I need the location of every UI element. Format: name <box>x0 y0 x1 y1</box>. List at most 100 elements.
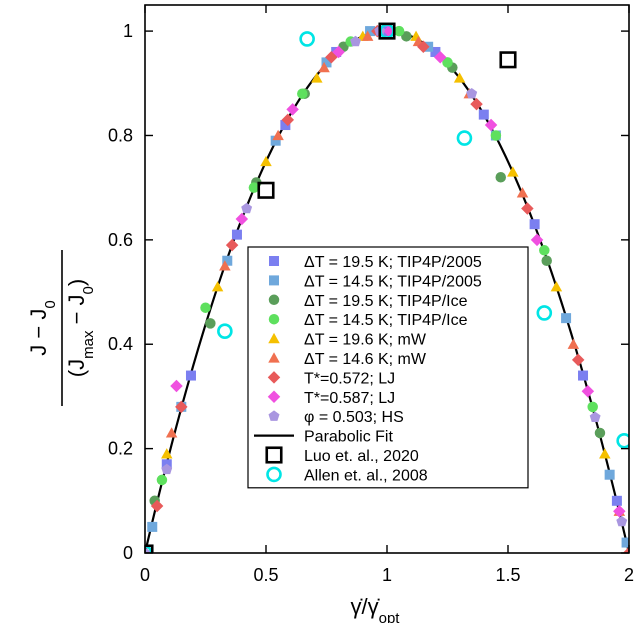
data-point <box>470 97 483 111</box>
data-point <box>231 229 242 240</box>
legend-label: ΔT = 14.5 K; TIP4P/2005 <box>304 273 482 290</box>
legend: ΔT = 19.5 K; TIP4P/2005 ΔT = 14.5 K; TIP4… <box>247 246 529 489</box>
data-point <box>567 338 580 349</box>
axis-ticks-layer: 0 0.5 1 1.5 2 0 0.2 0.4 0.6 0.8 1 <box>108 5 634 585</box>
data-point <box>235 212 249 226</box>
data-point <box>571 353 585 367</box>
data-point <box>507 166 519 177</box>
y-axis-label-denominator: (Jmax − J0) <box>64 279 97 377</box>
legend-label: ΔT = 19.5 K; TIP4P/Ice <box>304 293 468 310</box>
data-point <box>378 22 396 40</box>
data-point <box>604 469 615 480</box>
data-point <box>622 546 629 553</box>
x-tick-label: 1 <box>382 565 392 585</box>
series-7 <box>170 24 626 518</box>
data-point <box>490 130 502 141</box>
data-point <box>521 202 534 215</box>
data-point <box>270 135 281 146</box>
data-point <box>561 313 572 324</box>
data-point <box>211 281 224 292</box>
data-point <box>248 182 260 193</box>
data-point <box>225 238 239 252</box>
legend-label: ΔT = 19.6 K; mW <box>304 332 427 349</box>
data-point <box>516 187 529 198</box>
data-point <box>456 130 473 146</box>
legend-label: Luo et. al., 2020 <box>304 448 419 465</box>
legend-swatch <box>268 313 280 325</box>
legend-label: ΔT = 14.5 K; TIP4P/Ice <box>304 312 468 329</box>
data-point <box>578 370 589 381</box>
data-point <box>613 504 626 518</box>
legend-swatch <box>268 410 280 421</box>
legend-label: T*=0.572; LJ <box>304 370 395 387</box>
data-point <box>453 72 466 83</box>
legend-label: ΔT = 14.6 K; mW <box>304 351 427 368</box>
legend-box <box>247 246 529 489</box>
data-point <box>318 61 330 73</box>
data-point <box>529 219 540 230</box>
legend-entry: Luo et. al., 2020 <box>265 446 419 465</box>
data-point <box>286 103 299 116</box>
series-9 <box>145 22 517 553</box>
legend-entry: T*=0.572; LJ <box>267 370 395 387</box>
data-point <box>587 401 598 413</box>
data-point <box>297 88 308 99</box>
data-point <box>611 495 622 506</box>
data-point <box>495 171 506 183</box>
data-point <box>466 88 478 99</box>
data-point <box>161 448 173 459</box>
legend-entry: T*=0.587; LJ <box>267 390 395 407</box>
legend-swatch <box>269 256 279 266</box>
data-point <box>581 384 595 398</box>
data-point <box>161 463 173 475</box>
data-point <box>200 302 211 313</box>
data-point <box>241 202 253 214</box>
x-tick-label: 2 <box>624 565 634 585</box>
data-point <box>219 260 231 271</box>
data-point <box>478 109 489 120</box>
data-point <box>530 233 544 247</box>
legend-label: Parabolic Fit <box>304 429 393 446</box>
data-point <box>539 245 550 256</box>
legend-swatch <box>268 352 280 363</box>
legend-swatch <box>267 390 281 404</box>
data-point <box>589 411 601 422</box>
legend-swatch <box>268 294 280 306</box>
data-point <box>361 30 374 41</box>
data-point <box>442 57 453 68</box>
data-point <box>499 51 517 69</box>
data-point <box>156 474 168 486</box>
legend-entry: ΔT = 14.6 K; mW <box>268 351 427 368</box>
legend-swatch <box>265 446 283 464</box>
data-point <box>147 521 158 532</box>
y-tick-label: 0.6 <box>108 230 133 250</box>
legend-label: T*=0.587; LJ <box>304 390 395 407</box>
legend-swatch <box>267 371 281 384</box>
data-point <box>550 281 563 292</box>
y-tick-label: 0.2 <box>108 439 133 459</box>
data-point <box>621 537 629 548</box>
data-point <box>272 129 284 141</box>
data-point <box>280 120 291 131</box>
legend-label: Allen et. al., 2008 <box>304 467 428 484</box>
data-point <box>541 255 552 266</box>
x-axis-label: γ̇/γ̇opt <box>351 594 401 623</box>
data-point <box>260 155 272 167</box>
data-point <box>417 40 430 54</box>
legend-swatch <box>269 275 279 286</box>
data-point <box>616 515 628 527</box>
y-tick-label: 1 <box>123 21 133 41</box>
data-point <box>401 31 412 42</box>
data-point <box>165 427 178 438</box>
legend-label: φ = 0.503; HS <box>304 409 404 426</box>
legend-entry: Allen et. al., 2008 <box>266 466 428 484</box>
data-point <box>616 432 629 449</box>
data-point <box>185 370 196 381</box>
data-markers-layer <box>145 22 629 553</box>
data-point <box>536 305 553 321</box>
y-tick-label: 0 <box>123 543 133 563</box>
legend-entry: ΔT = 19.6 K; mW <box>268 332 427 349</box>
data-point <box>175 400 188 414</box>
legend-entry: ΔT = 14.5 K; TIP4P/2005 <box>269 273 482 290</box>
